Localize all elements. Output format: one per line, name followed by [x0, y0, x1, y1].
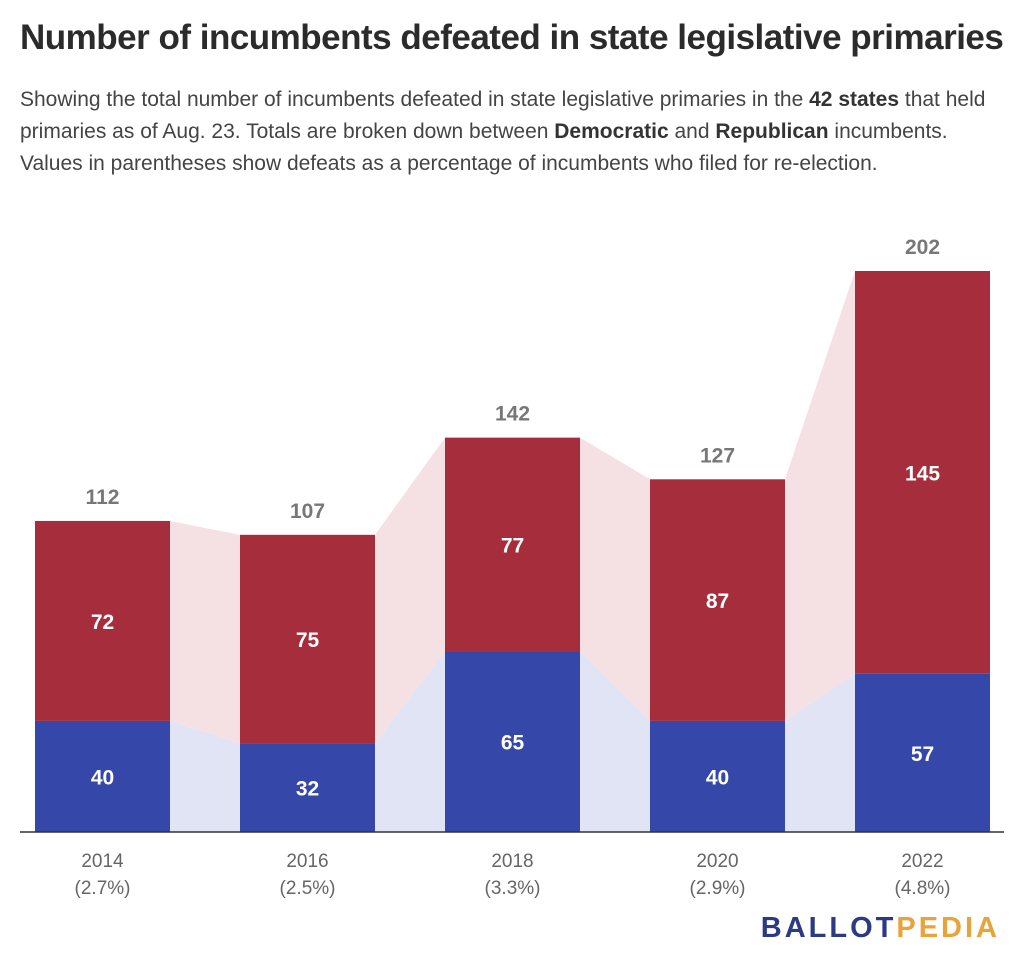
x-tick-label: 2020	[696, 851, 738, 872]
democratic-value-label: 40	[706, 766, 729, 789]
x-tick-sublabel: (2.7%)	[75, 878, 131, 899]
chart-subtitle: Showing the total number of incumbents d…	[20, 84, 995, 180]
republican-value-label: 75	[296, 629, 320, 652]
republican-value-label: 77	[501, 535, 524, 558]
x-tick-label: 2016	[286, 851, 328, 872]
total-value-label: 127	[700, 444, 735, 467]
democratic-value-label: 65	[501, 732, 525, 755]
democratic-band	[785, 673, 855, 832]
democratic-value-label: 57	[911, 743, 934, 766]
republican-band	[580, 437, 650, 721]
democratic-bar	[445, 651, 580, 832]
democratic-bar	[855, 673, 990, 832]
logo-ballot: BALLOT	[760, 912, 897, 944]
subtitle-text-4: incumbents. Values in parentheses show d…	[20, 120, 948, 175]
total-value-label: 107	[290, 500, 325, 523]
democratic-value-label: 40	[91, 766, 114, 789]
subtitle-text-2: that held primaries as of Aug. 23. Total…	[20, 88, 986, 143]
subtitle-text-3: and	[668, 120, 716, 143]
x-tick-sublabel: (2.9%)	[690, 878, 746, 899]
total-value-label: 202	[905, 236, 940, 259]
democratic-band	[170, 720, 240, 832]
ballotpedia-logo: BALLOTPEDIA	[761, 912, 1000, 945]
x-tick-label: 2014	[81, 851, 124, 872]
republican-band	[170, 520, 240, 744]
subtitle-bold-states: 42 states	[809, 88, 900, 111]
republican-bar	[650, 479, 785, 721]
x-tick-sublabel: (4.8%)	[895, 878, 951, 899]
republican-band	[785, 271, 855, 721]
democratic-value-label: 32	[296, 778, 319, 801]
democratic-band	[580, 651, 650, 832]
logo-pedia: PEDIA	[896, 912, 1000, 944]
republican-band	[375, 437, 445, 744]
republican-bar	[35, 520, 170, 721]
x-tick-sublabel: (2.5%)	[280, 878, 336, 899]
total-value-label: 112	[86, 486, 120, 509]
x-tick-sublabel: (3.3%)	[485, 878, 541, 899]
republican-value-label: 87	[706, 590, 729, 613]
republican-bar	[855, 271, 990, 674]
x-tick-label: 2022	[901, 851, 943, 872]
republican-value-label: 145	[905, 462, 940, 485]
legend-republican: Republican	[715, 120, 829, 143]
x-tick-label: 2018	[491, 851, 533, 872]
republican-bar	[240, 534, 375, 744]
legend-democratic: Democratic	[554, 120, 669, 143]
democratic-bar	[35, 720, 170, 832]
democratic-bar	[240, 743, 375, 832]
democratic-band	[375, 651, 445, 832]
total-value-label: 142	[495, 403, 530, 426]
republican-bar	[445, 437, 580, 652]
subtitle-text-1: Showing the total number of incumbents d…	[20, 88, 810, 111]
republican-value-label: 72	[91, 611, 114, 634]
chart-title: Number of incumbents defeated in state l…	[20, 18, 1004, 57]
democratic-bar	[650, 720, 785, 832]
